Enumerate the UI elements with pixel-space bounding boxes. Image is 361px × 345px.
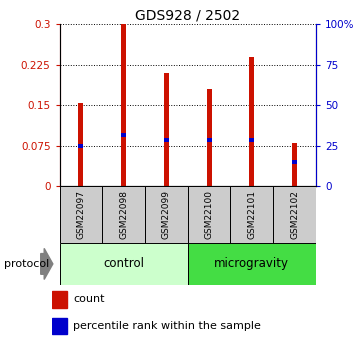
Bar <box>188 186 230 243</box>
Bar <box>121 133 126 137</box>
Text: protocol: protocol <box>4 259 49 269</box>
Bar <box>52 291 67 308</box>
Text: GSM22100: GSM22100 <box>205 190 214 239</box>
Title: GDS928 / 2502: GDS928 / 2502 <box>135 9 240 23</box>
Bar <box>292 160 297 164</box>
Bar <box>273 186 316 243</box>
Text: GSM22101: GSM22101 <box>247 190 256 239</box>
Text: percentile rank within the sample: percentile rank within the sample <box>73 321 261 331</box>
Text: control: control <box>103 257 144 270</box>
Bar <box>249 57 255 186</box>
Text: count: count <box>73 294 105 304</box>
Bar <box>121 24 126 186</box>
Text: GSM22102: GSM22102 <box>290 190 299 239</box>
Bar <box>164 73 169 186</box>
Text: microgravity: microgravity <box>214 257 289 270</box>
Bar <box>78 102 83 186</box>
Bar <box>52 318 67 334</box>
Bar <box>230 186 273 243</box>
Bar <box>188 243 316 285</box>
Bar <box>249 138 255 142</box>
Bar <box>60 186 102 243</box>
Bar <box>206 89 212 186</box>
Bar <box>78 144 83 148</box>
Bar <box>102 186 145 243</box>
Text: GSM22098: GSM22098 <box>119 190 128 239</box>
Bar <box>292 143 297 186</box>
Bar <box>164 138 169 142</box>
Bar <box>60 243 188 285</box>
Bar <box>145 186 188 243</box>
FancyArrow shape <box>41 248 53 279</box>
Bar <box>206 138 212 142</box>
Text: GSM22097: GSM22097 <box>77 190 86 239</box>
Text: GSM22099: GSM22099 <box>162 190 171 239</box>
